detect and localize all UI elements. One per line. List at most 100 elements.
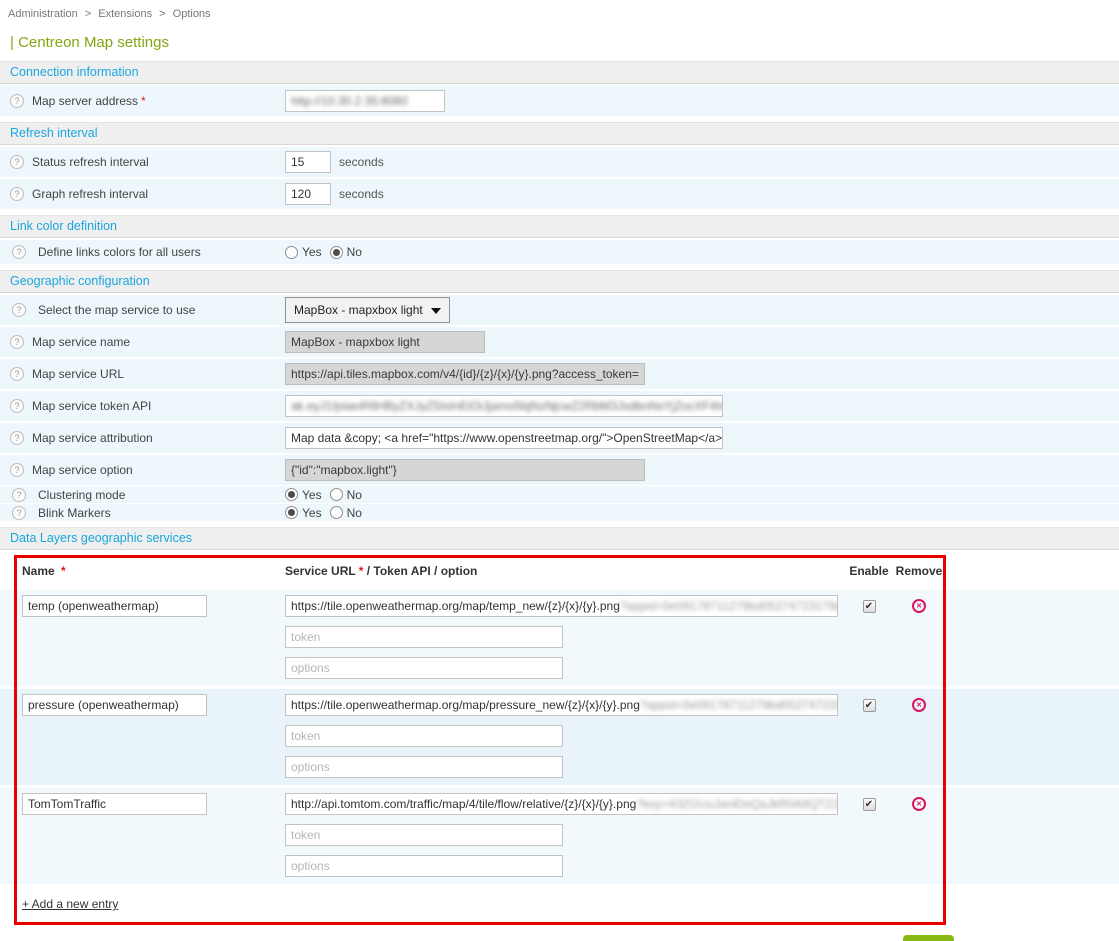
links-colors-radio-group: Yes No — [285, 245, 370, 259]
blink-yes-label: Yes — [302, 505, 322, 520]
graph-refresh-input[interactable] — [285, 183, 331, 205]
section-connection-title: Connection information — [10, 65, 139, 79]
breadcrumb-options[interactable]: Options — [172, 8, 211, 20]
map-service-select-value: MapBox - mapxbox light — [294, 303, 423, 317]
clustering-no-label: No — [346, 487, 362, 502]
row-map-server-address: ? Map server address * http://10.30.2.35… — [0, 86, 1119, 116]
page-title: | Centreon Map settings — [10, 34, 169, 51]
help-icon[interactable]: ? — [10, 367, 24, 381]
links-colors-yes-radio[interactable] — [285, 245, 298, 259]
chevron-down-icon — [431, 308, 441, 314]
clustering-no-radio[interactable] — [329, 488, 343, 501]
help-icon[interactable]: ? — [12, 487, 26, 502]
remove-icon[interactable]: ✕ — [912, 599, 926, 613]
section-data-layers: Data Layers geographic services — [0, 527, 1119, 550]
section-geographic-title: Geographic configuration — [10, 274, 150, 288]
section-link-color: Link color definition — [0, 215, 1119, 238]
header-remove: Remove — [895, 564, 943, 578]
clustering-mode-radio-group: Yes No — [285, 488, 370, 502]
status-refresh-suffix: seconds — [339, 155, 384, 169]
blink-markers-label: Blink Markers — [38, 505, 111, 520]
help-icon[interactable]: ? — [10, 431, 24, 445]
row-map-service-url: ? Map service URL https://api.tiles.mapb… — [0, 359, 1119, 389]
map-service-name-label: Map service name — [32, 335, 131, 349]
add-entry-link[interactable]: + Add a new entry — [22, 897, 119, 911]
map-service-url-input: https://api.tiles.mapbox.com/v4/{id}/{z}… — [285, 363, 645, 385]
required-mark: * — [141, 94, 146, 108]
row-blink-markers: ? Blink Markers Yes No — [0, 504, 1119, 521]
row-map-service-option: ? Map service option {"id":"mapbox.light… — [0, 455, 1119, 485]
layer-url-input[interactable]: https://tile.openweathermap.org/map/pres… — [285, 694, 838, 716]
layer-options-input[interactable] — [285, 756, 563, 778]
layer-options-input[interactable] — [285, 855, 563, 877]
breadcrumb-separator: > — [84, 8, 92, 20]
section-connection: Connection information — [0, 61, 1119, 84]
blink-markers-radio-group: Yes No — [285, 506, 370, 520]
clustering-yes-radio[interactable] — [285, 488, 298, 501]
header-service-url: Service URL — [285, 564, 356, 578]
layer-name-input[interactable] — [22, 595, 207, 617]
map-server-address-input[interactable]: http://10.30.2.35:8080 — [285, 90, 445, 112]
map-server-address-label: Map server address — [32, 94, 139, 108]
data-layer-row-tomtom: http://api.tomtom.com/traffic/map/4/tile… — [0, 788, 1119, 884]
map-service-attribution-input[interactable]: Map data &copy; <a href="https://www.ope… — [285, 427, 723, 449]
links-colors-no-radio[interactable] — [329, 245, 343, 259]
help-icon[interactable]: ? — [10, 94, 24, 108]
links-colors-yes-label: Yes — [302, 245, 322, 259]
graph-refresh-suffix: seconds — [339, 187, 384, 201]
layer-name-input[interactable] — [22, 793, 207, 815]
layer-token-input[interactable] — [285, 824, 563, 846]
layer-name-input[interactable] — [22, 694, 207, 716]
header-service-rest: / Token API / option — [363, 564, 478, 578]
row-links-colors: ? Define links colors for all users Yes … — [0, 240, 1119, 264]
help-icon[interactable]: ? — [12, 505, 26, 520]
clustering-mode-label: Clustering mode — [38, 487, 126, 502]
help-icon[interactable]: ? — [10, 335, 24, 349]
layer-token-input[interactable] — [285, 626, 563, 648]
row-map-service-attribution: ? Map service attribution Map data &copy… — [0, 423, 1119, 453]
map-service-url-label: Map service URL — [32, 367, 125, 381]
help-icon[interactable]: ? — [10, 155, 24, 169]
blink-no-radio[interactable] — [329, 506, 343, 519]
section-link-color-title: Link color definition — [10, 219, 118, 233]
layer-token-input[interactable] — [285, 725, 563, 747]
map-service-option-label: Map service option — [32, 463, 133, 477]
graph-refresh-label: Graph refresh interval — [32, 187, 149, 201]
data-layers-table: Name * Service URL * / Token API / optio… — [0, 554, 1119, 925]
blink-yes-radio[interactable] — [285, 506, 298, 519]
save-button[interactable]: Save — [902, 935, 954, 941]
data-layer-row-pressure: https://tile.openweathermap.org/map/pres… — [0, 689, 1119, 785]
breadcrumb-separator: > — [159, 8, 166, 20]
row-map-service-select: ? Select the map service to use MapBox -… — [0, 295, 1119, 325]
row-map-service-name: ? Map service name MapBox - mapxbox ligh… — [0, 327, 1119, 357]
enable-checkbox[interactable]: ✔ — [862, 798, 876, 811]
section-geographic: Geographic configuration — [0, 270, 1119, 293]
blink-no-label: No — [346, 505, 362, 520]
section-data-layers-title: Data Layers geographic services — [10, 531, 193, 545]
help-icon[interactable]: ? — [10, 187, 24, 201]
data-layer-row-temp: https://tile.openweathermap.org/map/temp… — [0, 590, 1119, 686]
save-row: Save — [0, 925, 1119, 941]
help-icon[interactable]: ? — [10, 399, 24, 413]
status-refresh-input[interactable] — [285, 151, 331, 173]
remove-icon[interactable]: ✕ — [912, 797, 926, 811]
breadcrumb-extensions[interactable]: Extensions — [98, 8, 153, 20]
header-name: Name — [22, 564, 55, 578]
remove-icon[interactable]: ✕ — [912, 698, 926, 712]
header-enable: Enable — [849, 564, 889, 578]
breadcrumb-administration[interactable]: Administration — [8, 8, 78, 20]
map-service-select-dropdown[interactable]: MapBox - mapxbox light — [285, 297, 450, 323]
layer-url-input[interactable]: http://api.tomtom.com/traffic/map/4/tile… — [285, 793, 838, 815]
map-service-token-input[interactable]: ak.eyJ1IjoianR6HByZXJyZ5IsInEiOiJjamo5bj… — [285, 395, 723, 417]
map-service-attribution-label: Map service attribution — [32, 431, 153, 445]
enable-checkbox[interactable]: ✔ — [862, 600, 876, 613]
help-icon[interactable]: ? — [10, 463, 24, 477]
layer-url-input[interactable]: https://tile.openweathermap.org/map/temp… — [285, 595, 838, 617]
layer-options-input[interactable] — [285, 657, 563, 679]
help-icon[interactable]: ? — [12, 245, 26, 259]
row-graph-refresh: ? Graph refresh interval seconds — [0, 179, 1119, 209]
map-service-token-label: Map service token API — [32, 399, 152, 413]
help-icon[interactable]: ? — [12, 303, 26, 317]
enable-checkbox[interactable]: ✔ — [862, 699, 876, 712]
row-map-service-token: ? Map service token API ak.eyJ1IjoianR6H… — [0, 391, 1119, 421]
